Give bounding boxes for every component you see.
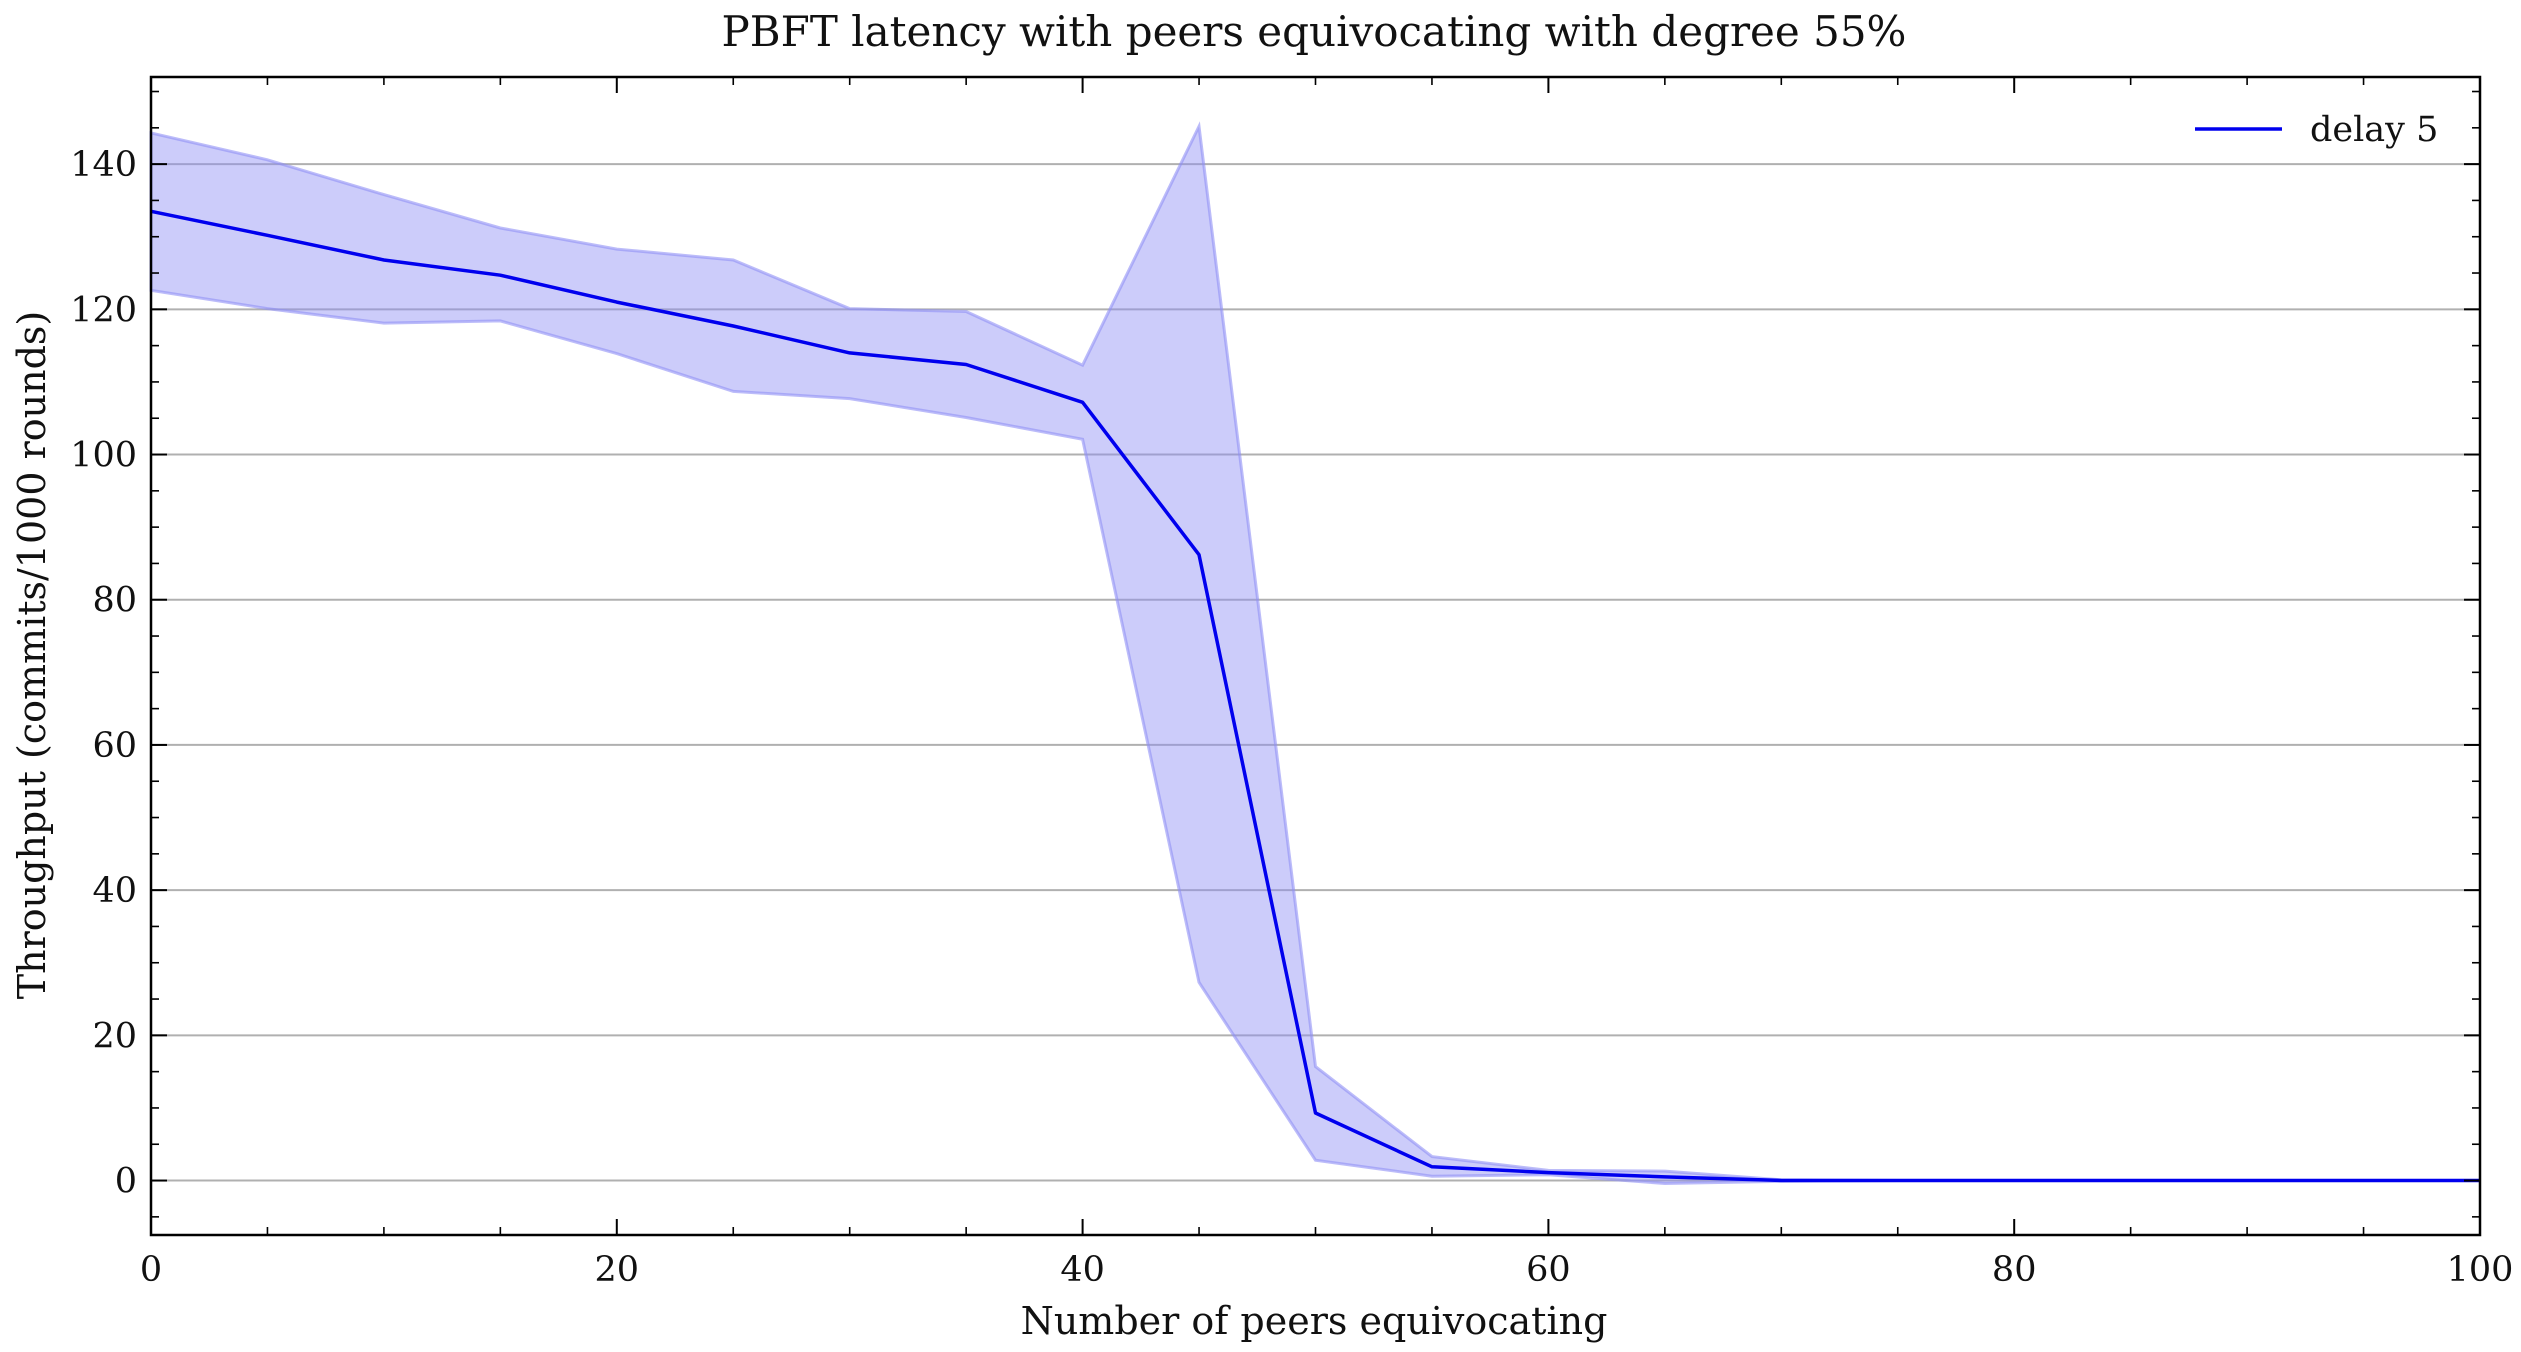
y-axis-label: Throughput (commits/1000 rounds): [10, 311, 54, 1000]
y-tick-label: 60: [92, 726, 137, 766]
legend-label-delay-5: delay 5: [2310, 110, 2438, 150]
y-tick-label: 100: [70, 436, 137, 476]
x-tick-label: 0: [140, 1250, 162, 1290]
y-tick-labels: 0 20 40 60 80 100 120 140: [70, 145, 137, 1201]
x-tick-label: 100: [2447, 1250, 2514, 1290]
data-point-layer: [150, 211, 2481, 1181]
y-tick-label: 80: [92, 581, 137, 621]
axis-ticks: [150, 77, 2481, 1235]
legend: delay 5: [2195, 110, 2438, 150]
y-tick-label: 120: [70, 290, 137, 330]
y-tick-label: 0: [115, 1162, 137, 1202]
chart-title: PBFT latency with peers equivocating wit…: [722, 7, 1907, 56]
x-tick-label: 40: [1060, 1250, 1105, 1290]
y-tick-label: 20: [92, 1016, 137, 1056]
gridlines: [151, 163, 2480, 1182]
x-axis-label: Number of peers equivocating: [1021, 1299, 1608, 1343]
x-tick-label: 20: [595, 1250, 640, 1290]
x-tick-label: 60: [1526, 1250, 1571, 1290]
x-tick-label: 80: [1992, 1250, 2037, 1290]
y-tick-label: 40: [92, 871, 137, 911]
confidence-band-layer: [149, 121, 2480, 1186]
y-tick-label: 140: [70, 145, 137, 185]
confidence-band-0: [149, 121, 2480, 1186]
x-tick-labels: 0 20 40 60 80 100: [140, 1250, 2514, 1290]
